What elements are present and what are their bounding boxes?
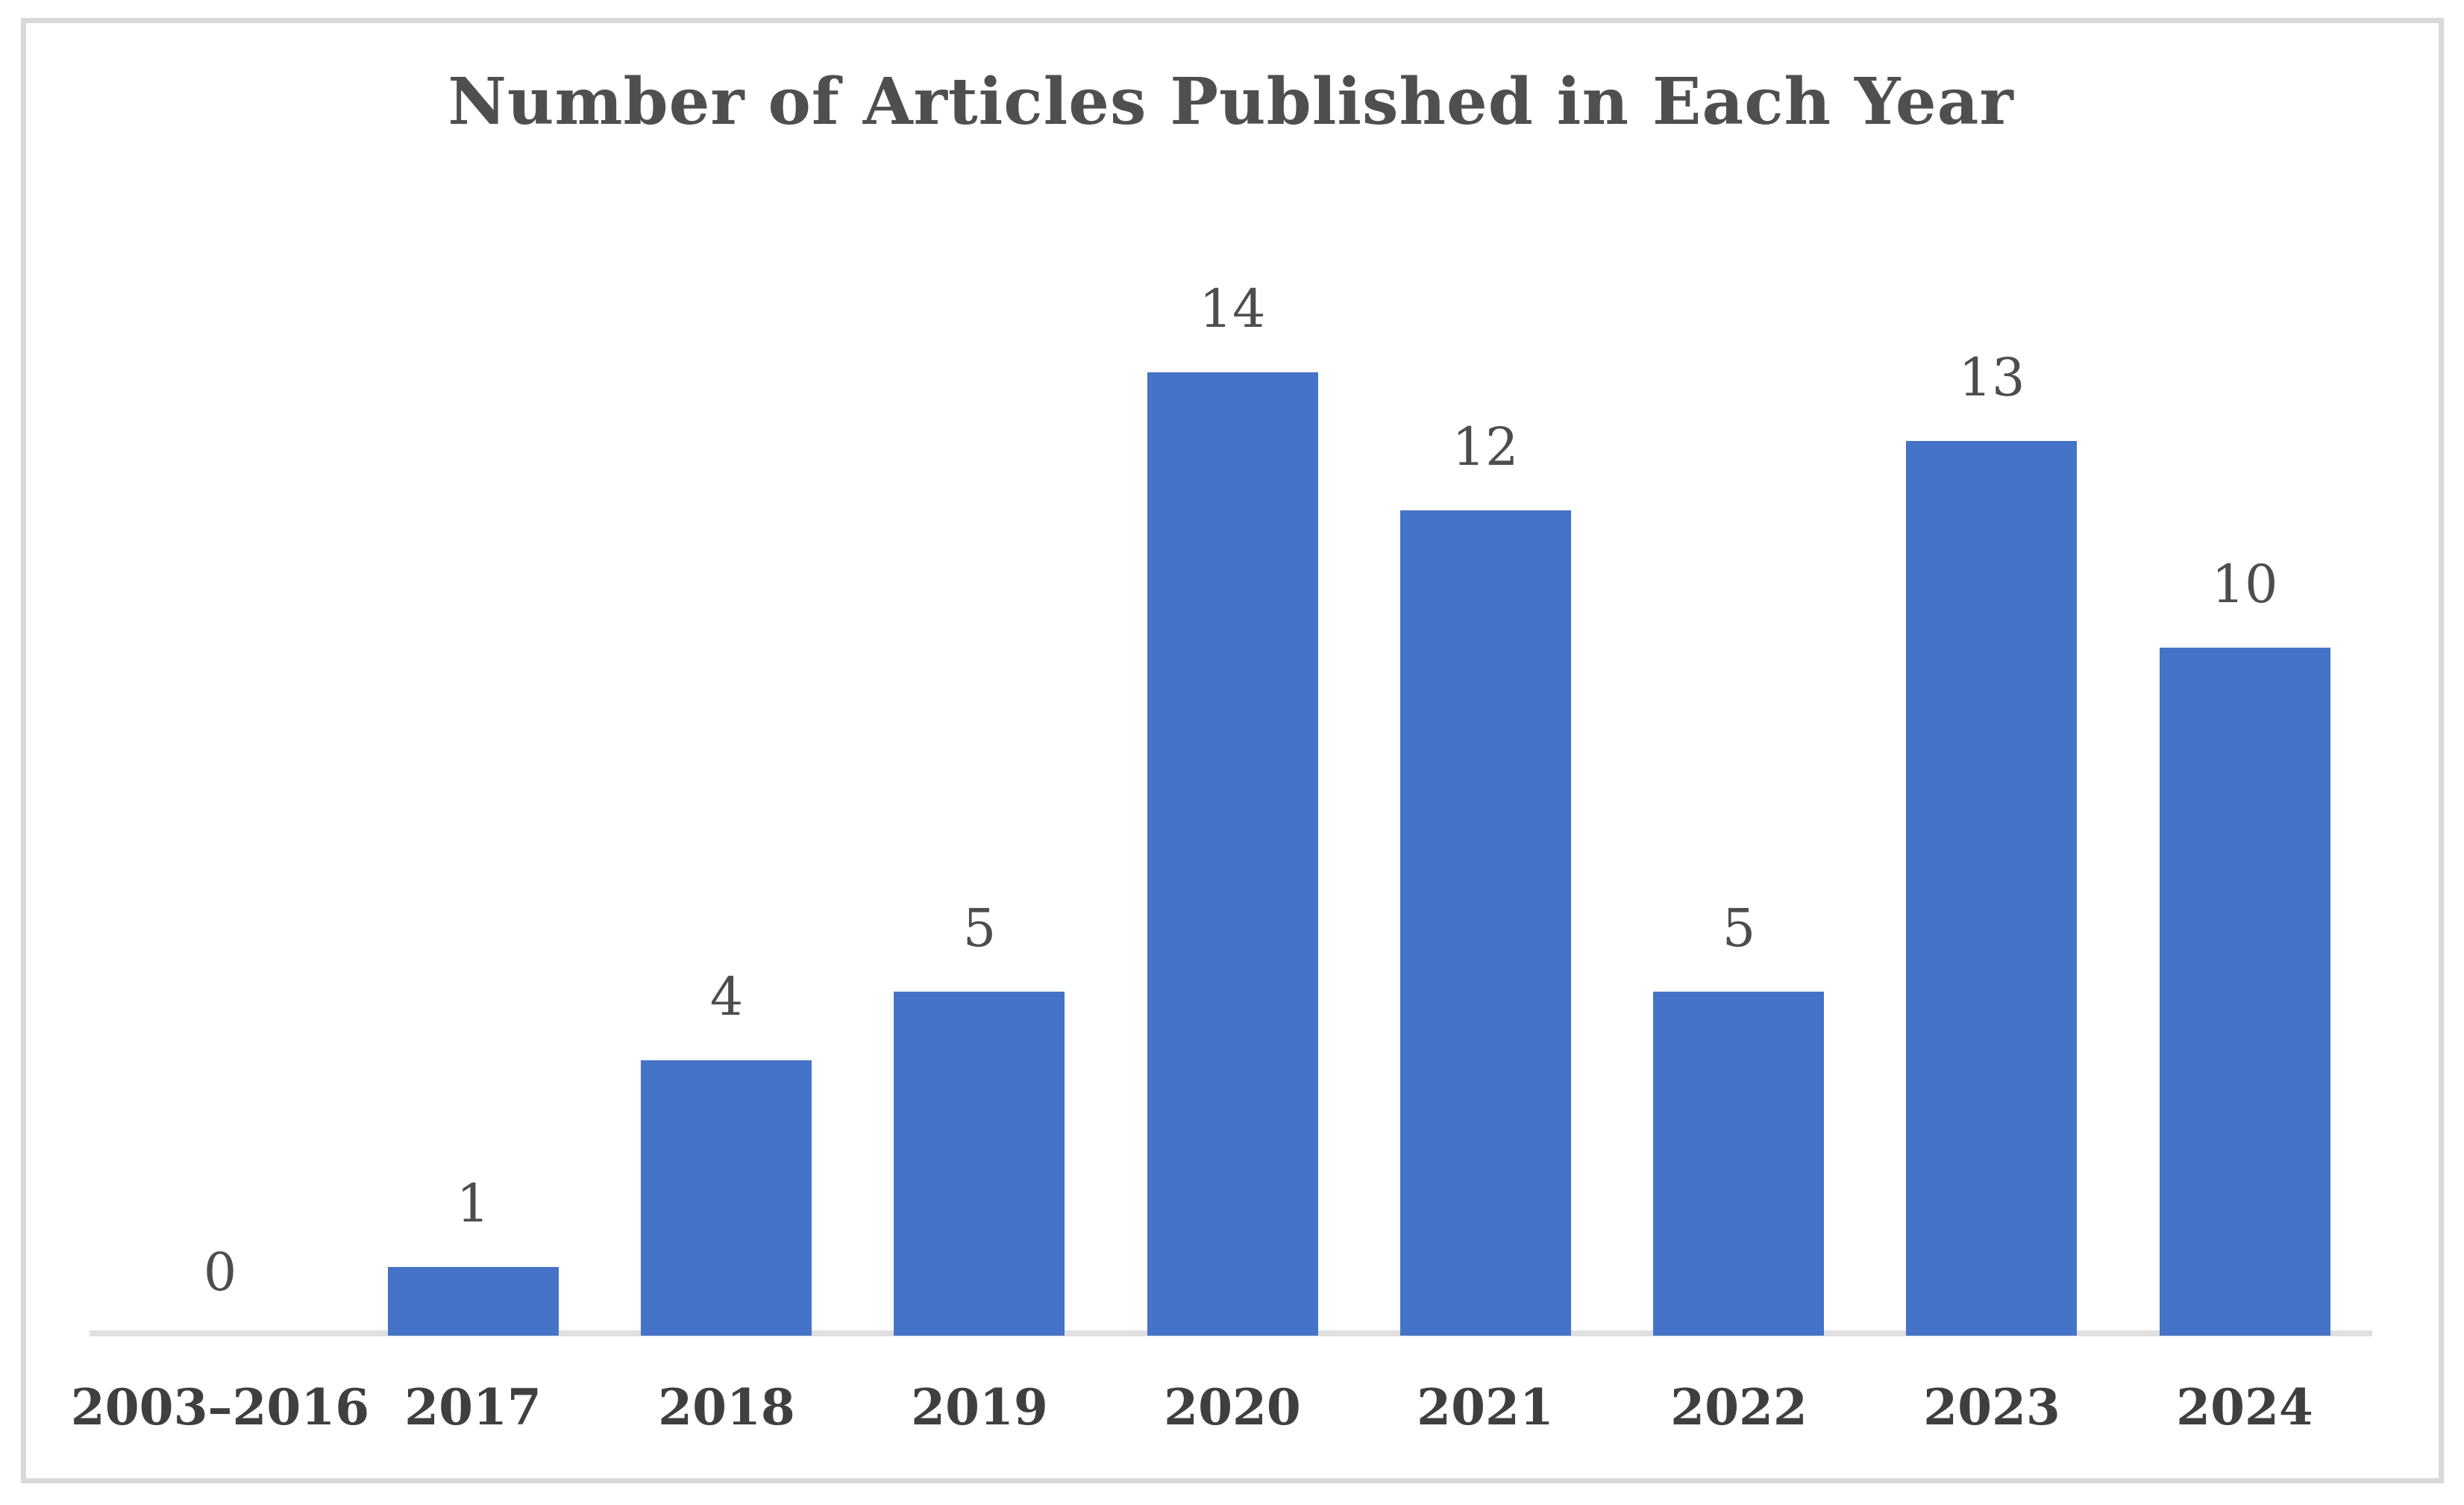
x-axis-label: 2018 <box>658 1378 795 1436</box>
bar <box>1147 372 1318 1336</box>
bar-value-label: 10 <box>2211 554 2278 615</box>
bar <box>894 992 1065 1336</box>
bar-value-label: 13 <box>1958 347 2025 408</box>
bar <box>1653 992 1824 1336</box>
bar <box>2160 648 2330 1336</box>
bar <box>1400 510 1571 1336</box>
x-axis-label: 2019 <box>911 1378 1048 1436</box>
bar-value-label: 14 <box>1199 278 1266 340</box>
x-axis-label: 2003–2016 <box>70 1378 370 1436</box>
bar-value-label: 12 <box>1452 416 1519 478</box>
x-axis-label: 2023 <box>1923 1378 2060 1436</box>
x-axis-label: 2024 <box>2176 1378 2313 1436</box>
bar <box>1906 441 2077 1336</box>
x-axis-label: 2022 <box>1670 1378 1808 1436</box>
bar-value-label: 5 <box>962 898 997 959</box>
bar-value-label: 1 <box>456 1173 490 1234</box>
chart-title: Number of Articles Published in Each Yea… <box>448 64 2014 140</box>
x-axis-label: 2017 <box>404 1378 542 1436</box>
bar <box>388 1267 559 1336</box>
x-axis-label: 2021 <box>1417 1378 1554 1436</box>
bar <box>641 1060 812 1336</box>
bar-value-label: 4 <box>709 966 744 1027</box>
bar-value-label: 0 <box>203 1242 237 1303</box>
x-axis-label: 2020 <box>1164 1378 1301 1436</box>
bar-value-label: 5 <box>1722 898 1756 959</box>
